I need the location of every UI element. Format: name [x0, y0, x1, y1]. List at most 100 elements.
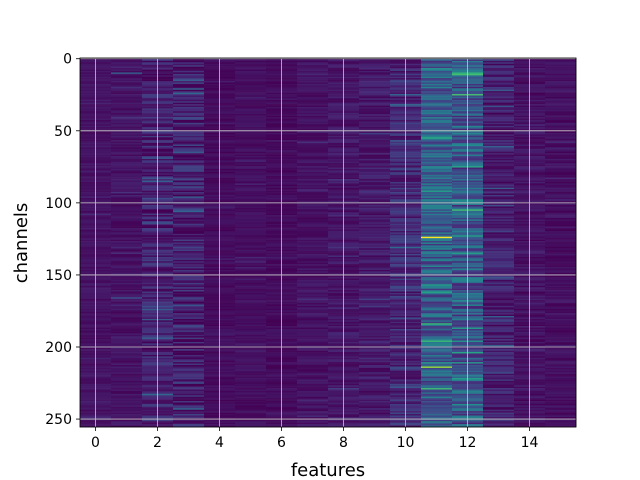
heatmap-cell [545, 118, 577, 121]
heatmap-cell [173, 390, 205, 393]
heatmap-cell [483, 243, 515, 246]
heatmap-cell [359, 256, 391, 259]
heatmap-cell [483, 311, 515, 314]
heatmap-cell [173, 376, 205, 379]
heatmap-cell [111, 220, 143, 223]
heatmap-cell [483, 153, 515, 155]
heatmap-cell [359, 189, 391, 191]
heatmap-cell [421, 352, 453, 354]
heatmap-cell [359, 137, 391, 140]
heatmap-cell [483, 252, 515, 255]
heatmap-cell [545, 75, 577, 78]
heatmap-cell [173, 392, 205, 395]
heatmap-cell [483, 95, 515, 98]
heatmap-cell [359, 107, 391, 109]
heatmap-cell [359, 218, 391, 220]
heatmap-cell [421, 278, 453, 281]
heatmap-cell [359, 388, 391, 390]
heatmap-cell [545, 119, 577, 122]
heatmap-cell [297, 357, 329, 360]
heatmap-cell [297, 233, 329, 236]
heatmap-cell [111, 304, 143, 307]
heatmap-cell [421, 313, 453, 315]
heatmap-cell [111, 389, 143, 392]
heatmap-cell [359, 128, 391, 131]
heatmap-cell [111, 194, 143, 197]
heatmap-cell [111, 330, 143, 333]
heatmap-cell [545, 170, 577, 173]
heatmap-cell [545, 334, 577, 337]
heatmap-cell [111, 317, 143, 320]
heatmap-cell [111, 151, 143, 154]
heatmap-cell [421, 186, 453, 189]
heatmap-cell [545, 363, 577, 366]
heatmap-cell [111, 323, 143, 325]
heatmap-cell [421, 108, 453, 111]
heatmap-cell [235, 220, 267, 223]
heatmap-cell [297, 192, 329, 194]
heatmap-cell [483, 181, 515, 184]
heatmap-cell [235, 353, 267, 356]
heatmap-cell [173, 239, 205, 242]
heatmap-cell [297, 210, 329, 213]
heatmap-cell [483, 183, 515, 186]
heatmap-cell [421, 228, 453, 230]
heatmap-cell [359, 105, 391, 108]
heatmap-cell [483, 298, 515, 301]
heatmap-cell [111, 261, 143, 263]
heatmap-cell [359, 390, 391, 393]
heatmap-cell [359, 148, 391, 151]
heatmap-cell [235, 246, 267, 249]
heatmap-cell [297, 108, 329, 111]
heatmap-cell [235, 324, 267, 327]
heatmap-cell [173, 206, 205, 209]
heatmap-cell [173, 156, 205, 158]
heatmap-cell [545, 278, 577, 281]
heatmap-cell [421, 363, 453, 366]
heatmap-cell [359, 81, 391, 83]
heatmap-cell [545, 122, 577, 125]
heatmap-cell [421, 264, 453, 266]
heatmap-cell [421, 98, 453, 101]
heatmap-cell [545, 416, 577, 419]
heatmap-cell [545, 279, 577, 282]
heatmap-cell [111, 173, 143, 176]
heatmap-cell [173, 72, 205, 75]
heatmap-cell [235, 107, 267, 109]
heatmap-cell [111, 290, 143, 292]
heatmap-cell [297, 216, 329, 219]
heatmap-cell [545, 349, 577, 351]
heatmap-cell [297, 255, 329, 258]
heatmap-cell [173, 94, 205, 96]
heatmap-cell [359, 370, 391, 373]
y-tick-label: 250 [45, 412, 72, 428]
heatmap-cell [359, 248, 391, 251]
heatmap-cell [111, 262, 143, 265]
x-tick-label: 2 [153, 435, 162, 451]
heatmap-cell [359, 150, 391, 152]
heatmap-cell [545, 145, 577, 148]
heatmap-cell [483, 408, 515, 410]
heatmap-cell [297, 392, 329, 395]
heatmap-cell [297, 331, 329, 334]
heatmap-cell [545, 83, 577, 86]
heatmap-cell [173, 226, 205, 229]
heatmap-cell [421, 70, 453, 73]
heatmap-cell [173, 166, 205, 168]
heatmap-cell [545, 134, 577, 137]
heatmap-cell [235, 189, 267, 191]
heatmap-cell [111, 313, 143, 315]
heatmap-cell [111, 243, 143, 246]
heatmap-cell [359, 125, 391, 128]
heatmap-cell [235, 419, 267, 422]
heatmap-cell [421, 238, 453, 240]
heatmap-cell [111, 307, 143, 310]
heatmap-cell [483, 265, 515, 268]
heatmap-cell [297, 161, 329, 164]
heatmap-cell [235, 226, 267, 229]
heatmap-cell [235, 112, 267, 115]
heatmap-cell [235, 277, 267, 279]
heatmap-cell [235, 405, 267, 408]
heatmap-cell [173, 88, 205, 91]
heatmap-cell [297, 277, 329, 279]
